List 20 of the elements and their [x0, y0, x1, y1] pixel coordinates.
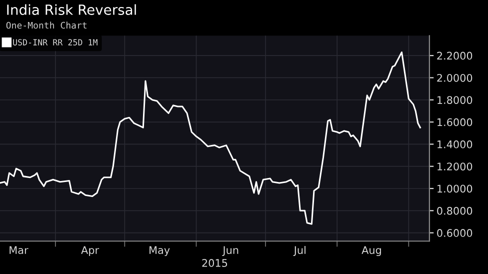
y-tick-label: 1.6000: [438, 118, 472, 126]
x-axis-title: 2015: [202, 259, 228, 267]
y-tick-label: 1.8000: [438, 96, 472, 104]
x-tick-label: Aug: [362, 246, 381, 256]
chart-subtitle: One-Month Chart: [6, 22, 86, 29]
x-tick-label: Mar: [10, 246, 28, 254]
y-tick-label: 1.0000: [438, 184, 472, 193]
x-tick-label: May: [150, 246, 170, 256]
x-tick-label: Jun: [222, 246, 238, 256]
line-series: [0, 51, 421, 225]
x-tick-label: Apr: [81, 246, 100, 256]
y-tick-label: 2.0000: [437, 74, 472, 82]
y-tick-label: 2.2000: [437, 52, 472, 60]
y-tick-label: 1.2000: [438, 162, 472, 170]
y-tick-label: 1.4000: [438, 140, 472, 148]
x-tick-label: Jul: [293, 246, 306, 256]
y-tick-label: 0.8000: [437, 206, 472, 215]
y-tick-label: 0.6000: [437, 229, 472, 237]
legend-label: USD-INR RR 25D 1M: [13, 39, 98, 46]
chart-title: India Risk Reversal: [7, 4, 136, 15]
